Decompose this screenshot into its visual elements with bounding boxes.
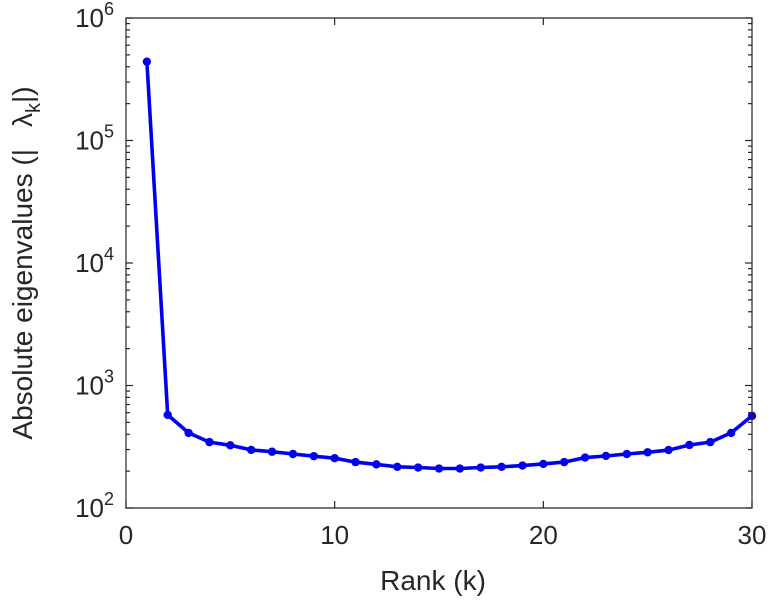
data-point (455, 464, 465, 473)
data-point (434, 464, 444, 473)
data-point (497, 462, 506, 471)
y-tick-exponent: 5 (104, 122, 114, 142)
x-ticks: 0 10 20 30 (119, 18, 767, 550)
data-point (288, 449, 298, 459)
y-tick-label: 106 (75, 0, 114, 33)
y-axis-label-suffix: |) (7, 86, 38, 103)
y-tick-label: 102 (75, 489, 114, 523)
data-point (226, 441, 235, 450)
data-point (330, 453, 339, 463)
data-point (413, 463, 423, 472)
data-point (393, 462, 402, 471)
y-tick-label: 103 (75, 367, 114, 401)
y-tick-exponent: 6 (104, 0, 114, 19)
data-point (685, 440, 694, 450)
y-axis-label: Absolute eigenvalues (| λk|) (7, 86, 45, 439)
data-point (706, 437, 715, 447)
y-tick-exponent: 4 (104, 244, 114, 264)
series-layer (142, 57, 757, 473)
data-point (309, 451, 318, 461)
data-point (163, 410, 172, 420)
data-point (518, 461, 527, 470)
data-point (664, 445, 673, 455)
data-point (205, 437, 214, 447)
y-tick-exponent: 3 (104, 367, 114, 387)
x-axis-label: Rank (k) (380, 565, 486, 596)
plot-area (126, 18, 752, 508)
data-point (539, 459, 548, 469)
data-point (267, 447, 277, 456)
y-tick-base: 10 (75, 126, 104, 156)
data-point (184, 428, 193, 438)
y-tick-base: 10 (75, 371, 104, 401)
x-tick-label: 10 (320, 520, 349, 550)
data-point (142, 57, 152, 66)
data-point (601, 451, 611, 461)
y-tick-exponent: 2 (104, 489, 114, 509)
x-tick-label: 0 (119, 520, 133, 550)
data-point (247, 445, 256, 455)
y-tick-label: 105 (75, 122, 114, 156)
x-tick-label: 20 (529, 520, 558, 550)
y-tick-base: 10 (75, 493, 104, 523)
y-tick-label: 104 (75, 244, 114, 278)
y-axis-label-subscript: k (23, 102, 45, 113)
x-tick-label: 30 (738, 520, 767, 550)
data-point (372, 460, 381, 469)
data-point (643, 448, 652, 457)
data-point (560, 457, 569, 467)
data-point (622, 449, 631, 459)
data-point (580, 453, 590, 462)
y-tick-base: 10 (75, 248, 104, 278)
data-point (351, 457, 360, 467)
y-axis-label-symbol: λ (7, 113, 38, 127)
data-point (726, 428, 736, 438)
y-tick-base: 10 (75, 3, 104, 33)
y-axis-label-prefix: Absolute eigenvalues (| (7, 149, 38, 440)
data-point (476, 463, 485, 472)
